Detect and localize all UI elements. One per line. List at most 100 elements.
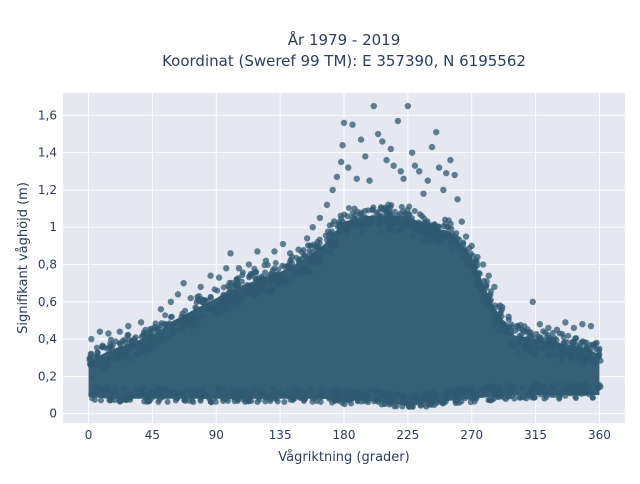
x-tick-label: 270 <box>460 428 483 442</box>
data-point <box>147 332 155 339</box>
data-point <box>326 222 333 229</box>
data-point <box>525 392 532 399</box>
data-point <box>88 335 95 343</box>
data-point <box>121 391 128 398</box>
data-point <box>383 156 390 164</box>
data-point <box>426 391 433 398</box>
data-point <box>400 175 407 182</box>
data-point <box>275 266 282 273</box>
data-point <box>233 302 240 309</box>
data-point <box>103 358 110 365</box>
data-point <box>513 342 520 349</box>
data-point <box>469 386 476 393</box>
data-point <box>556 381 563 388</box>
data-point <box>140 332 147 339</box>
data-point <box>224 306 231 313</box>
data-point <box>398 218 405 225</box>
data-point <box>293 388 300 395</box>
data-point <box>228 385 235 392</box>
data-point <box>343 387 350 394</box>
data-point <box>418 227 425 234</box>
data-point <box>182 307 189 314</box>
data-point <box>592 357 599 364</box>
chart-title-line1: År 1979 - 2019 <box>288 30 401 49</box>
data-point <box>465 260 472 267</box>
data-point <box>391 403 398 410</box>
data-point <box>381 392 388 399</box>
data-point <box>327 242 334 249</box>
data-point <box>140 384 147 391</box>
data-point <box>147 326 154 333</box>
data-point <box>125 331 132 338</box>
data-point <box>522 328 529 335</box>
data-point <box>366 386 373 393</box>
data-point <box>197 397 204 404</box>
data-point <box>194 293 201 300</box>
data-point <box>497 386 504 393</box>
data-point <box>192 387 199 394</box>
data-point <box>370 102 378 110</box>
data-point <box>317 398 324 405</box>
data-point <box>458 398 465 405</box>
data-point <box>96 328 104 335</box>
data-point <box>151 344 158 351</box>
data-point <box>286 250 294 257</box>
data-point <box>393 390 400 397</box>
data-point <box>461 247 468 254</box>
data-point <box>189 323 196 330</box>
data-point <box>475 269 482 276</box>
data-point <box>335 387 342 394</box>
data-point <box>404 220 411 227</box>
y-tick-label: 0,6 <box>38 295 57 309</box>
data-point <box>537 335 544 342</box>
data-point <box>254 398 261 405</box>
data-points <box>86 102 604 410</box>
data-point <box>474 262 481 269</box>
data-point <box>468 242 475 250</box>
data-point <box>524 346 531 353</box>
data-point <box>497 319 504 326</box>
data-point <box>568 390 575 397</box>
data-point <box>172 397 179 404</box>
data-point <box>449 246 456 253</box>
data-point <box>304 257 311 264</box>
data-point <box>485 272 492 279</box>
data-point <box>295 246 302 253</box>
data-point <box>339 142 346 149</box>
data-point <box>558 389 565 396</box>
data-point <box>90 359 97 366</box>
data-point <box>545 324 552 332</box>
data-point <box>428 222 435 229</box>
data-point <box>432 230 439 237</box>
data-point <box>562 348 569 355</box>
data-point <box>269 287 276 294</box>
data-point <box>232 297 239 304</box>
data-point <box>374 130 382 138</box>
data-point <box>254 248 261 255</box>
data-point <box>435 397 442 404</box>
data-point <box>108 344 115 351</box>
data-point <box>333 173 341 181</box>
data-point <box>597 383 604 390</box>
data-point <box>365 393 372 400</box>
data-point <box>159 333 166 340</box>
data-point <box>397 168 404 175</box>
data-point <box>157 306 165 313</box>
data-point <box>214 287 221 294</box>
x-tick-labels: 0 45 90 135 180 225 270 315 360 <box>85 428 611 442</box>
data-point <box>589 394 596 401</box>
data-point <box>506 340 513 347</box>
data-point <box>379 138 386 145</box>
data-point <box>387 211 394 218</box>
data-point <box>190 310 197 317</box>
data-point <box>152 320 159 327</box>
data-point <box>507 388 514 395</box>
data-point <box>559 357 566 364</box>
data-point <box>349 121 356 128</box>
data-point <box>196 315 203 322</box>
data-point <box>174 291 182 298</box>
data-point <box>349 214 356 221</box>
data-point <box>576 384 583 391</box>
data-point <box>361 207 368 214</box>
data-point <box>106 393 113 400</box>
